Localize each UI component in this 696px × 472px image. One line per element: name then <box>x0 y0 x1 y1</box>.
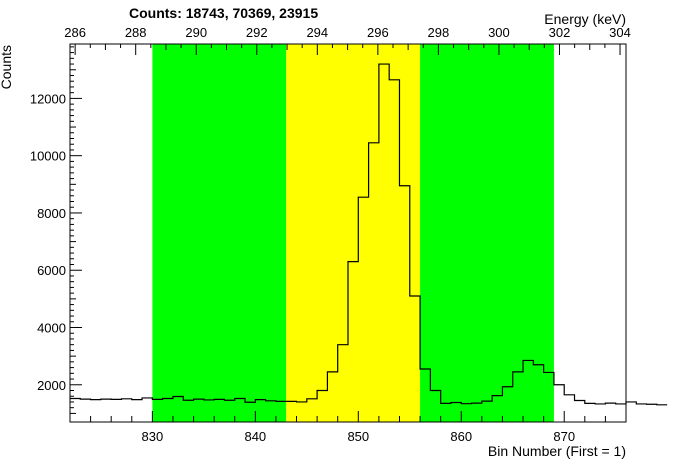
y-tick-label: 12000 <box>30 91 66 106</box>
x-tick-label: 830 <box>142 429 164 444</box>
y-tick-label: 2000 <box>37 378 66 393</box>
top-tick-label: 296 <box>367 25 389 40</box>
y-tick-label: 8000 <box>37 206 66 221</box>
energy-axis-title: Energy (keV) <box>544 11 626 27</box>
top-tick-label: 292 <box>246 25 268 40</box>
top-tick-label: 294 <box>306 25 328 40</box>
top-tick-label: 304 <box>609 25 631 40</box>
top-tick-label: 290 <box>185 25 207 40</box>
x-tick-label: 850 <box>347 429 369 444</box>
y-axis-title: Counts <box>0 45 14 89</box>
top-tick-label: 300 <box>488 25 510 40</box>
top-tick-label: 286 <box>64 25 86 40</box>
y-tick-label: 6000 <box>37 263 66 278</box>
top-tick-label: 288 <box>125 25 147 40</box>
top-tick-label: 302 <box>549 25 571 40</box>
y-tick-label: 4000 <box>37 321 66 336</box>
region-1 <box>286 44 421 422</box>
histogram-line <box>70 63 668 406</box>
x-tick-label: 860 <box>450 429 472 444</box>
region-0 <box>152 44 287 422</box>
region-2 <box>420 44 554 422</box>
x-tick-label: 870 <box>553 429 575 444</box>
top-tick-label: 298 <box>428 25 450 40</box>
x-tick-label: 840 <box>244 429 266 444</box>
counts-title: Counts: 18743, 70369, 23915 <box>129 5 318 21</box>
bin-axis-title: Bin Number (First = 1) <box>488 443 626 459</box>
y-tick-label: 10000 <box>30 149 66 164</box>
